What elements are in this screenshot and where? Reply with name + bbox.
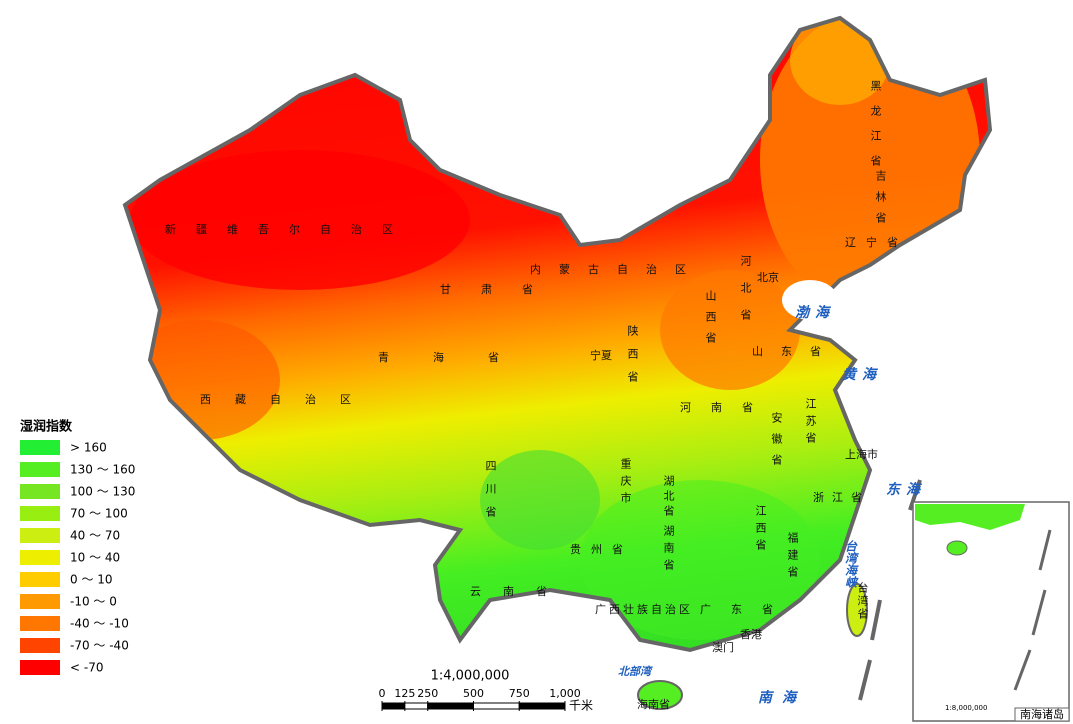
legend-label: -40 ～ -10: [70, 617, 129, 631]
legend-swatch: [20, 638, 60, 653]
province-label: 宁夏: [590, 348, 612, 362]
sea-labels: 渤海 黄海 东海 台湾海峡 南海 北部湾: [618, 304, 926, 706]
sea-label: 渤海: [795, 304, 835, 321]
bohai: [782, 280, 838, 320]
sea-label: 南海: [758, 689, 806, 706]
province-label: 香港: [740, 628, 762, 641]
province-label: 内蒙古自治区: [530, 262, 704, 276]
province-label: 湖北省: [662, 475, 675, 520]
province-label: 台湾省: [856, 581, 869, 621]
legend-label: > 160: [70, 441, 107, 455]
legend-swatch: [20, 484, 60, 499]
province-label: 江西省: [754, 505, 767, 556]
legend-swatch: [20, 616, 60, 631]
province-label: 北京: [757, 270, 779, 284]
province-label: 辽宁省: [845, 235, 908, 249]
province-label: 山西省: [704, 290, 717, 353]
province-label: 澳门: [712, 640, 734, 654]
province-label: 吉林省: [874, 170, 887, 233]
province-label: 广西壮族自治区: [595, 602, 693, 616]
scale-segment: [473, 702, 520, 710]
scale-tick-label: 500: [463, 687, 484, 700]
legend-label: 130 ～ 160: [70, 463, 135, 477]
province-label: 黑龙江省: [869, 80, 882, 180]
scale-segment: [404, 702, 429, 710]
legend-label: 70 ～ 100: [70, 507, 128, 521]
hainan: [637, 680, 683, 710]
scale-unit: 千米: [569, 699, 593, 713]
legend-label: -10 ～ 0: [70, 595, 117, 609]
province-label: 陕西省: [626, 324, 639, 394]
legend-swatch: [20, 550, 60, 565]
province-label: 贵州省: [570, 543, 633, 556]
legend-swatch: [20, 440, 60, 455]
scale-segment: [381, 702, 406, 710]
legend-label: 0 ～ 10: [70, 573, 113, 587]
province-label: 青海省: [378, 350, 543, 364]
legend-label: 40 ～ 70: [70, 529, 120, 543]
legend-label: < -70: [70, 661, 103, 675]
sea-label: 东海: [886, 481, 926, 498]
inset-title-box: [1014, 707, 1070, 722]
legend: > 160 130 ～ 160 100 ～ 130 70 ～ 100 40 ～ 70 10…: [20, 440, 135, 675]
inset-scale: 1:8,000,000: [945, 704, 987, 712]
province-label: 安徽省: [770, 411, 783, 475]
legend-label: 100 ～ 130: [70, 485, 135, 499]
legend-swatch: [20, 462, 60, 477]
legend-swatch: [20, 572, 60, 587]
province-label: 西藏自治区: [200, 392, 375, 406]
province-label: 河北省: [739, 255, 752, 336]
inset-title: 南海诸岛: [1020, 707, 1064, 721]
legend-title: 湿润指数: [20, 419, 73, 435]
province-label: 海南省: [637, 697, 670, 711]
scale-tick-label: 750: [509, 687, 530, 700]
province-label: 四川省: [484, 460, 497, 529]
sea-label: 台湾海峡: [842, 540, 858, 589]
province-labels: 新疆维吾尔自治区 西藏自治区 青海省 甘肃省 内蒙古自治区 黑龙江省 吉林省 辽…: [165, 80, 908, 711]
province-label: 山东省: [752, 345, 839, 358]
legend-label: 10 ～ 40: [70, 551, 120, 565]
sea-label: 黄海: [842, 366, 882, 383]
province-label: 福建省: [786, 531, 799, 583]
province-label: 湖南省: [662, 525, 675, 576]
province-label: 新疆维吾尔自治区: [165, 222, 413, 236]
legend-swatch: [20, 660, 60, 675]
province-label: 甘肃省: [440, 283, 563, 296]
legend-swatch: [20, 528, 60, 543]
taiwan: [846, 583, 868, 637]
province-label: 云南省: [470, 585, 569, 598]
inset-frame: [912, 501, 1070, 722]
scale-ratio: 1:4,000,000: [431, 669, 510, 684]
legend-swatch: [20, 506, 60, 521]
scale-segment: [427, 702, 474, 710]
scale-tick-label: 250: [417, 687, 438, 700]
scale-tick-label: 1,000: [549, 687, 581, 700]
province-label: 重庆市: [619, 457, 632, 509]
legend-label: -70 ～ -40: [70, 639, 129, 653]
province-label: 广东省: [700, 603, 793, 616]
scale-tick-label: 125: [394, 687, 415, 700]
province-label: 江苏省: [804, 398, 817, 449]
sea-label: 北部湾: [618, 665, 653, 678]
province-label: 河南省: [680, 401, 773, 414]
inset: 1:8,000,000 南海诸岛: [912, 501, 1070, 722]
province-label: 浙江省: [813, 491, 870, 504]
legend-swatch: [20, 594, 60, 609]
scale-tick-label: 0: [379, 687, 386, 700]
province-label: 上海市: [845, 447, 878, 461]
scale-segment: [518, 702, 566, 710]
